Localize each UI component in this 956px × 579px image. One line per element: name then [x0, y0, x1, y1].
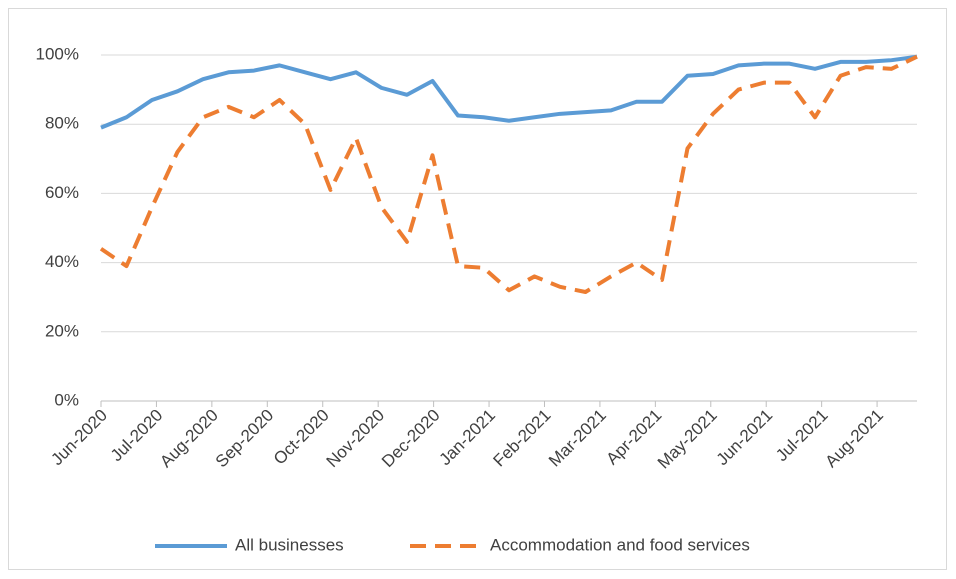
legend-label: All businesses — [235, 535, 344, 554]
y-tick-label: 40% — [45, 252, 79, 271]
series-line — [99, 54, 918, 295]
y-tick-label: 80% — [45, 114, 79, 133]
y-tick-label: 60% — [45, 183, 79, 202]
legend-label: Accommodation and food services — [490, 535, 750, 554]
y-tick-label: 0% — [54, 390, 79, 409]
chart-border — [8, 8, 947, 570]
series-line — [100, 54, 918, 130]
y-tick-label: 100% — [36, 44, 79, 63]
y-tick-label: 20% — [45, 321, 79, 340]
